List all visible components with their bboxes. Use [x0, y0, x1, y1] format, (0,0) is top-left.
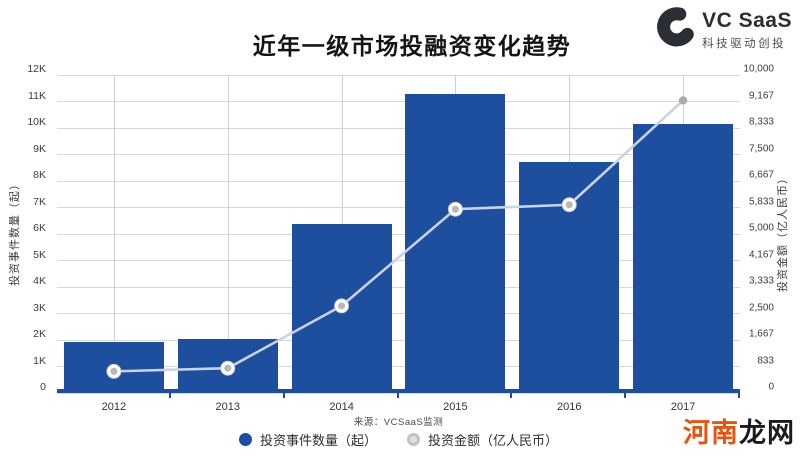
x-label-2015: 2015	[443, 401, 468, 413]
legend-dot-bars	[238, 433, 252, 446]
x-axis-tick	[624, 393, 627, 398]
chart-title: 近年一级市场投融资变化趋势	[252, 33, 572, 59]
dot-2016	[565, 201, 573, 209]
legend-item-line: 投资金额（亿人民币）	[407, 430, 558, 449]
left-axis-tick: 8K	[33, 169, 46, 181]
logo-name: VC SaaS	[702, 9, 792, 33]
x-axis-tick	[282, 393, 285, 398]
x-axis-labels: 2012 2013 2014 2015 2016 2017	[0, 401, 800, 415]
h-gridline	[57, 286, 740, 288]
left-axis-tick: 9K	[33, 142, 46, 155]
right-axis-tick: 0	[768, 381, 774, 393]
left-axis-tick: 3K	[33, 301, 46, 314]
x-label-2014: 2014	[329, 401, 354, 413]
dot-2015	[451, 205, 460, 213]
x-axis-tick	[510, 393, 513, 398]
h-gridline	[57, 101, 740, 102]
h-gridline	[57, 366, 740, 367]
h-gridline	[57, 74, 740, 76]
v-gridline	[113, 75, 115, 393]
vcsaas-logo-icon	[657, 7, 694, 47]
h-gridline	[57, 260, 740, 261]
legend-label-line: 投资金额（亿人民币）	[428, 433, 559, 448]
watermark-part2: 龙网	[739, 418, 795, 448]
right-axis-tick: 5,000	[748, 222, 774, 234]
left-axis-tick: 2K	[33, 328, 46, 340]
line-path	[113, 99, 684, 373]
h-gridline	[57, 392, 740, 394]
bar-2017	[633, 124, 734, 393]
x-label-2013: 2013	[215, 401, 240, 413]
left-axis-tick: 7K	[33, 195, 46, 208]
vcsaas-logo: VC SaaS 科技驱动创投	[651, 7, 792, 53]
h-gridline	[57, 154, 740, 155]
right-axis-tick: 9,167	[748, 90, 774, 101]
h-gridline	[57, 207, 740, 208]
right-axis-title: 投资金额（亿人民币）	[777, 172, 789, 292]
legend-dot-line	[407, 433, 420, 446]
left-axis-ticks: 12K 11K 10K 9K 8K 7K 6K 5K 4K 3K 2K 1K 0	[0, 63, 50, 393]
x-label-2017: 2017	[670, 401, 696, 413]
dot-2013	[224, 364, 232, 372]
dot-2014	[337, 302, 346, 310]
right-axis-tick: 7,500	[748, 143, 774, 154]
h-gridline	[57, 313, 740, 314]
right-axis-tick: 6,667	[748, 169, 774, 181]
plot-area	[57, 74, 740, 398]
left-axis-tick: 5K	[33, 248, 46, 261]
left-axis-tick: 4K	[33, 275, 46, 287]
source-note: 来源：VCSaaS监测	[353, 417, 444, 428]
right-axis-tick: 10,000	[743, 63, 774, 75]
bar-2015	[405, 94, 506, 393]
right-axis-ticks: 10,000 9,167 8,333 7,500 6,667 5,833 5,000 4,16…	[743, 64, 774, 393]
left-axis-tick: 11K	[28, 89, 46, 102]
left-axis-tick: 12K	[27, 63, 46, 75]
h-gridline	[57, 233, 740, 235]
h-gridline	[57, 127, 740, 129]
x-axis-tick	[168, 393, 171, 398]
right-axis-tick: 833	[757, 355, 774, 366]
watermark: 河南龙网	[683, 420, 795, 447]
x-label-2016: 2016	[557, 401, 582, 413]
watermark-part1: 河南	[683, 418, 739, 448]
logo-text: VC SaaS 科技驱动创投	[702, 9, 792, 50]
left-axis-tick: 1K	[33, 354, 46, 367]
right-axis-tick: 4,167	[748, 249, 774, 260]
dot-2012	[110, 367, 118, 375]
x-axis-tick	[738, 393, 740, 398]
h-gridline	[57, 339, 740, 341]
x-label-2012: 2012	[101, 401, 127, 413]
v-gridline	[227, 75, 229, 393]
left-axis-tick: 10K	[27, 116, 46, 128]
right-axis-tick: 5,833	[748, 196, 774, 207]
left-axis-tick: 0	[40, 381, 46, 393]
logo-tagline: 科技驱动创投	[702, 37, 787, 50]
legend-item-bars: 投资事件数量（起）	[238, 430, 377, 449]
right-axis-tick: 3,333	[748, 275, 774, 287]
x-axis-tick	[396, 393, 399, 398]
right-axis-tick: 1,667	[748, 328, 774, 340]
right-axis-tick: 2,500	[748, 302, 774, 313]
dot-2017	[678, 96, 688, 105]
legend: 投资事件数量（起） 投资金额（亿人民币）	[57, 430, 740, 449]
h-gridline	[57, 180, 740, 182]
left-axis-tick: 6K	[33, 222, 46, 234]
line-series	[106, 96, 688, 379]
x-axis-line	[57, 389, 740, 393]
right-axis-tick: 8,333	[748, 116, 774, 128]
legend-label-bars: 投资事件数量（起）	[259, 433, 377, 448]
